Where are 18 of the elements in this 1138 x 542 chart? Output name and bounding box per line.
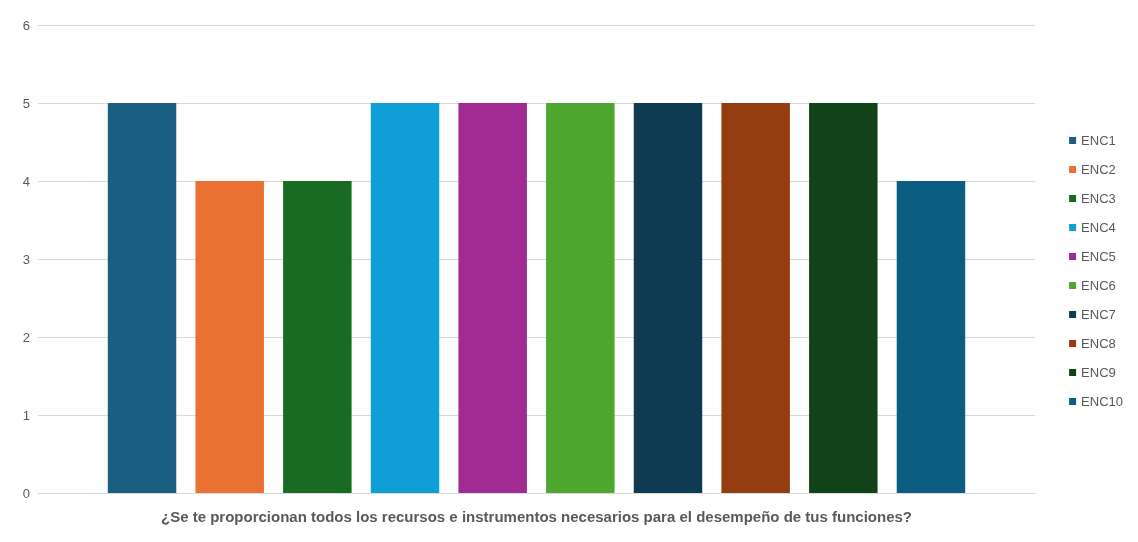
y-tick-label: 6 xyxy=(22,17,30,33)
legend-label: ENC1 xyxy=(1081,133,1116,148)
y-tick-label: 5 xyxy=(22,95,30,111)
legend-label: ENC8 xyxy=(1081,336,1116,351)
x-tick-label: ¿Se te proporcionan todos los recursos e instrumentos necesarios para el desempeño de tus funciones? xyxy=(160,508,913,525)
y-tick-label: 4 xyxy=(22,173,30,189)
y-tick-label: 0 xyxy=(22,485,30,501)
legend-label: ENC9 xyxy=(1081,365,1116,380)
legend-label: ENC6 xyxy=(1081,278,1116,293)
legend-label: ENC4 xyxy=(1081,220,1116,235)
y-tick-label: 2 xyxy=(22,329,30,345)
legend-label: ENC5 xyxy=(1081,249,1116,264)
legend-label: ENC3 xyxy=(1081,191,1116,206)
y-tick-label: 1 xyxy=(22,407,30,423)
legend-label: ENC7 xyxy=(1081,307,1116,322)
legend-label: ENC2 xyxy=(1081,162,1116,177)
legend-label: ENC10 xyxy=(1081,394,1124,409)
y-tick-label: 3 xyxy=(22,251,30,267)
